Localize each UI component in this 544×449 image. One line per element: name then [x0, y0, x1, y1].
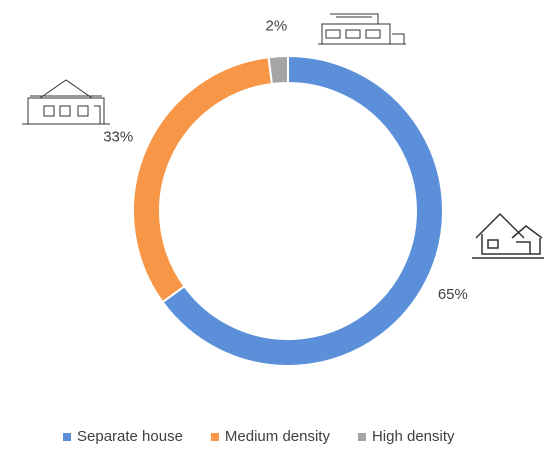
data-label: 65%	[438, 286, 468, 303]
legend-label: Medium density	[225, 428, 331, 445]
data-labels: 65% 33% 2%	[103, 17, 468, 303]
legend-swatch	[63, 433, 71, 441]
donut-segment	[267, 54, 289, 86]
data-label: 33%	[103, 128, 133, 145]
icon-high-density	[318, 13, 406, 45]
donut	[132, 54, 444, 367]
icon-separate-house	[472, 212, 544, 259]
legend: Separate house Medium density High density	[63, 428, 455, 445]
data-label: 2%	[266, 17, 288, 34]
donut-segment	[132, 56, 274, 304]
legend-swatch	[357, 433, 366, 441]
legend-swatch	[210, 433, 219, 441]
donut-segment	[161, 54, 444, 367]
icon-medium-density	[22, 79, 110, 125]
legend-label: High density	[372, 428, 455, 445]
legend-label: Separate house	[77, 428, 183, 445]
